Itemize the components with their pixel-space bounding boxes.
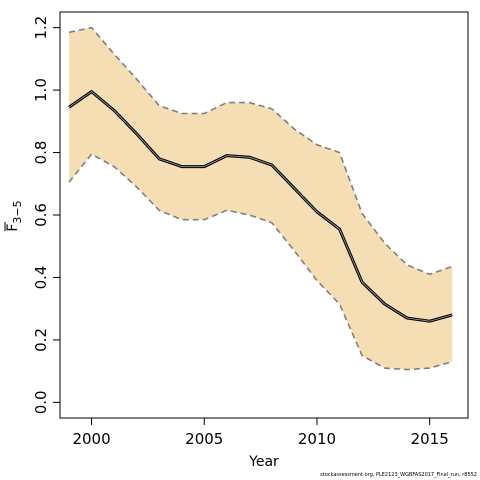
- y-tick-label: 1.0: [32, 78, 50, 102]
- y-tick-label-group: 1.2: [32, 16, 50, 40]
- y-tick-label-group: 0.6: [32, 203, 50, 227]
- y-tick-label-group: 0.4: [32, 266, 50, 290]
- y-axis-title: F3−5: [4, 200, 24, 232]
- x-tick-label: 2005: [185, 430, 223, 448]
- x-axis-title: Year: [248, 454, 279, 470]
- footnote: stockassessment.org, PLE2123_WGBFAS2017_…: [320, 472, 477, 478]
- y-axis-title-main: F: [5, 224, 21, 232]
- confidence-band: [69, 27, 453, 370]
- svg-text:F3−5: F3−5: [5, 200, 24, 231]
- x-tick-label: 2000: [72, 430, 110, 448]
- y-tick-label: 0.0: [32, 390, 50, 414]
- lower-bound-line: [68, 153, 453, 371]
- plot-layer: [68, 26, 453, 371]
- y-tick-label: 0.4: [32, 266, 50, 290]
- y-axis-title-subscript: 3−5: [11, 200, 24, 223]
- y-axis: 0.0 0.2 0.4 0.6 0.8 1.0 1.2: [32, 16, 61, 414]
- y-tick-label-group: 1.0: [32, 78, 50, 102]
- y-tick-label-group: 0.0: [32, 390, 50, 414]
- y-tick-label: 1.2: [32, 16, 50, 40]
- upper-bound-line: [68, 26, 453, 276]
- y-tick-label: 0.8: [32, 141, 50, 165]
- x-axis: 2000 2005 2010 2015: [72, 417, 449, 448]
- x-tick-label: 2015: [411, 430, 449, 448]
- y-tick-label-group: 0.2: [32, 328, 50, 352]
- y-tick-label-group: 0.8: [32, 141, 50, 165]
- y-tick-label: 0.2: [32, 328, 50, 352]
- y-tick-label: 0.6: [32, 203, 50, 227]
- x-tick-label: 2010: [298, 430, 336, 448]
- estimate-line: [68, 91, 453, 322]
